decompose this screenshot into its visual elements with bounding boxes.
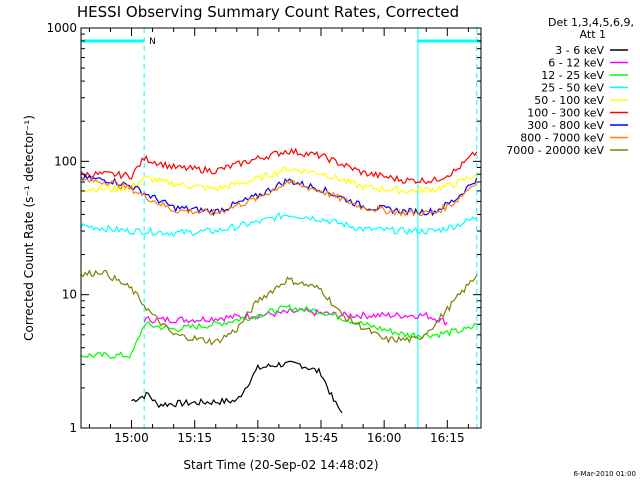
series-layer: [80, 147, 478, 414]
legend-label-0: 3 - 6 keV: [555, 44, 604, 57]
legend-header-line-2: Att 1: [580, 28, 606, 41]
x-tick-label-1: 15:15: [177, 431, 212, 445]
series-line-6: [80, 173, 478, 217]
series-line-0: [131, 360, 343, 414]
y-axis-label-text: Corrected Count Rate (s⁻¹ detector⁻¹): [22, 115, 36, 341]
plot-frame: [80, 27, 482, 429]
flag-label: N: [149, 37, 156, 47]
marker-lines: [80, 28, 478, 428]
series-line-5: [80, 147, 478, 185]
legend-label-7: 800 - 7000 keV: [520, 132, 604, 145]
series-line-1: [143, 307, 448, 327]
legend-label-6: 300 - 800 keV: [527, 119, 604, 132]
x-tick-label-3: 15:45: [304, 431, 339, 445]
x-tick-label-2: 15:30: [241, 431, 276, 445]
chart-title: HESSI Observing Summary Count Rates, Cor…: [77, 3, 459, 21]
legend-label-1: 6 - 12 keV: [548, 57, 604, 70]
footer-timestamp: 6-Mar-2010 01:00: [574, 470, 636, 478]
series-line-2: [80, 304, 477, 359]
y-tick-label-0: 1: [69, 421, 77, 435]
series-line-7: [80, 176, 478, 217]
legend-label-4: 50 - 100 keV: [534, 94, 604, 107]
x-tick-label-5: 16:15: [430, 431, 465, 445]
x-axis-label: Start Time (20-Sep-02 14:48:02): [183, 458, 378, 472]
y-axis-label: Corrected Count Rate (s⁻¹ detector⁻¹): [22, 115, 36, 341]
legend-label-3: 25 - 50 keV: [541, 82, 604, 95]
y-tick-label-3: 1000: [46, 21, 77, 35]
x-tick-label-4: 16:00: [367, 431, 402, 445]
legend-label-8: 7000 - 20000 keV: [506, 144, 604, 157]
y-tick-label-1: 10: [62, 288, 77, 302]
series-line-4: [80, 166, 478, 195]
y-tick-label-2: 100: [54, 154, 77, 168]
legend-header-line-1: Det 1,3,4,5,6,9,: [548, 16, 634, 29]
legend-label-2: 12 - 25 keV: [541, 69, 604, 82]
x-axis: 15:00 15:15 15:30 15:45 16:00 16:15: [88, 28, 469, 445]
x-tick-label-0: 15:00: [114, 431, 149, 445]
legend-label-5: 100 - 300 keV: [527, 107, 604, 120]
y-axis: 1 10 100 1000: [46, 21, 481, 435]
series-line-3: [80, 212, 478, 238]
series-line-8: [80, 269, 478, 346]
